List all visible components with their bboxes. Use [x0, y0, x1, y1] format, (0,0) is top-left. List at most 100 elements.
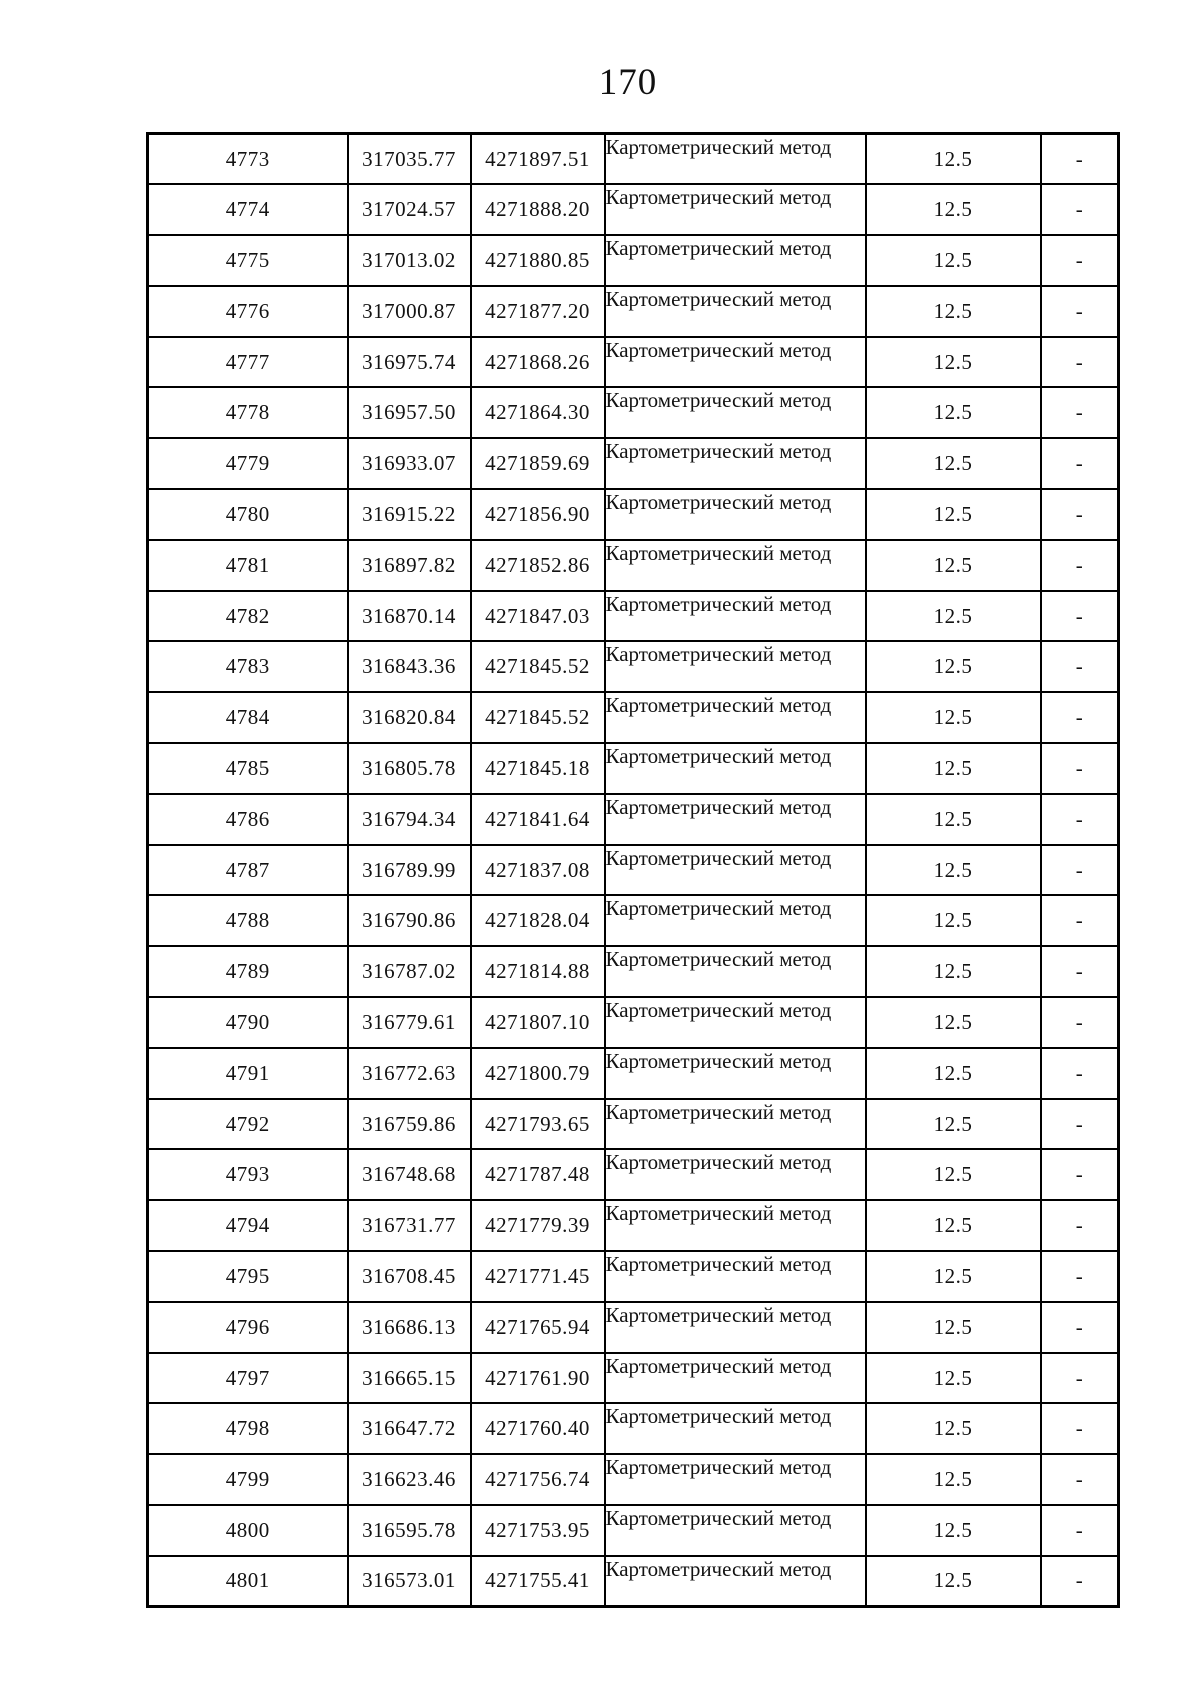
cell-coordinate-y: 4271787.48 — [469, 1148, 606, 1202]
table-row: 4788 316790.86 4271828.04 Картометрический … — [146, 894, 1120, 948]
cell-method: Картометрический метод — [603, 589, 867, 643]
table-row: 4778 316957.50 4271864.30 Картометрический … — [146, 386, 1120, 440]
cell-coordinate-y: 4271807.10 — [469, 996, 606, 1049]
cell-precision: 12.5 — [864, 335, 1042, 389]
cell-coordinate-x: 316957.50 — [346, 386, 472, 440]
cell-coordinate-y: 4271847.03 — [469, 589, 606, 643]
cell-point-number: 4799 — [146, 1453, 349, 1507]
table-row: 4787 316789.99 4271837.08 Картометрический … — [146, 843, 1120, 897]
table-row: 4774 317024.57 4271888.20 Картометрический … — [146, 183, 1120, 237]
cell-method: Картометрический метод — [603, 538, 867, 592]
cell-method: Картометрический метод — [603, 183, 867, 237]
table-row: 4799 316623.46 4271756.74 Картометрический … — [146, 1453, 1120, 1507]
table-row: 4780 316915.22 4271856.90 Картометрический … — [146, 488, 1120, 541]
cell-coordinate-y: 4271852.86 — [469, 538, 606, 592]
cell-coordinate-y: 4271841.64 — [469, 792, 606, 846]
cell-point-number: 4774 — [146, 183, 349, 237]
table-row: 4798 316647.72 4271760.40 Картометрический … — [146, 1402, 1120, 1456]
cell-coordinate-y: 4271814.88 — [469, 945, 606, 999]
cell-note: - — [1039, 843, 1120, 897]
table-row: 4794 316731.77 4271779.39 Картометрический … — [146, 1199, 1120, 1253]
cell-coordinate-x: 316790.86 — [346, 894, 472, 948]
cell-coordinate-x: 317000.87 — [346, 284, 472, 338]
cell-point-number: 4778 — [146, 386, 349, 440]
cell-point-number: 4801 — [146, 1554, 349, 1608]
cell-point-number: 4792 — [146, 1097, 349, 1151]
cell-method: Картометрический метод — [603, 1453, 867, 1507]
cell-precision: 12.5 — [864, 284, 1042, 338]
cell-precision: 12.5 — [864, 234, 1042, 287]
cell-coordinate-y: 4271864.30 — [469, 386, 606, 440]
cell-point-number: 4797 — [146, 1351, 349, 1405]
cell-method: Картометрический метод — [603, 1046, 867, 1100]
cell-point-number: 4789 — [146, 945, 349, 999]
cell-method: Картометрический метод — [603, 1300, 867, 1354]
table-row: 4783 316843.36 4271845.52 Картометрический … — [146, 640, 1120, 694]
table-row: 4795 316708.45 4271771.45 Картометрический … — [146, 1250, 1120, 1303]
cell-precision: 12.5 — [864, 1554, 1042, 1608]
cell-method: Картометрический метод — [603, 1097, 867, 1151]
cell-note: - — [1039, 894, 1120, 948]
cell-coordinate-x: 316686.13 — [346, 1300, 472, 1354]
cell-coordinate-y: 4271859.69 — [469, 437, 606, 491]
table-row: 4785 316805.78 4271845.18 Картометрический … — [146, 742, 1120, 795]
cell-method: Картометрический метод — [603, 488, 867, 541]
cell-point-number: 4783 — [146, 640, 349, 694]
cell-coordinate-y: 4271837.08 — [469, 843, 606, 897]
cell-coordinate-y: 4271845.18 — [469, 742, 606, 795]
table-row: 4793 316748.68 4271787.48 Картометрический … — [146, 1148, 1120, 1202]
table-row: 4791 316772.63 4271800.79 Картометрический … — [146, 1046, 1120, 1100]
cell-note: - — [1039, 335, 1120, 389]
cell-point-number: 4777 — [146, 335, 349, 389]
table-row: 4800 316595.78 4271753.95 Картометрический … — [146, 1504, 1120, 1557]
coordinates-table: 4773 317035.77 4271897.51 Картометрический … — [146, 132, 1120, 1609]
cell-coordinate-x: 316708.45 — [346, 1250, 472, 1303]
cell-coordinate-y: 4271765.94 — [469, 1300, 606, 1354]
table-row: 4779 316933.07 4271859.69 Картометрический … — [146, 437, 1120, 491]
cell-coordinate-x: 316897.82 — [346, 538, 472, 592]
cell-precision: 12.5 — [864, 792, 1042, 846]
cell-method: Картометрический метод — [603, 1199, 867, 1253]
cell-coordinate-x: 316805.78 — [346, 742, 472, 795]
cell-point-number: 4775 — [146, 234, 349, 287]
cell-precision: 12.5 — [864, 894, 1042, 948]
cell-precision: 12.5 — [864, 1300, 1042, 1354]
coordinates-table-body: 4773 317035.77 4271897.51 Картометрический … — [146, 132, 1120, 1608]
cell-coordinate-y: 4271793.65 — [469, 1097, 606, 1151]
cell-coordinate-x: 316731.77 — [346, 1199, 472, 1253]
cell-coordinate-x: 316933.07 — [346, 437, 472, 491]
cell-coordinate-y: 4271897.51 — [469, 132, 606, 186]
cell-method: Картометрический метод — [603, 1504, 867, 1557]
cell-precision: 12.5 — [864, 1097, 1042, 1151]
cell-note: - — [1039, 437, 1120, 491]
cell-method: Картометрический метод — [603, 132, 867, 186]
cell-note: - — [1039, 945, 1120, 999]
cell-note: - — [1039, 589, 1120, 643]
cell-coordinate-x: 316759.86 — [346, 1097, 472, 1151]
cell-method: Картометрический метод — [603, 284, 867, 338]
cell-coordinate-x: 316870.14 — [346, 589, 472, 643]
cell-note: - — [1039, 640, 1120, 694]
cell-precision: 12.5 — [864, 640, 1042, 694]
cell-coordinate-y: 4271771.45 — [469, 1250, 606, 1303]
cell-coordinate-x: 316595.78 — [346, 1504, 472, 1557]
cell-note: - — [1039, 488, 1120, 541]
table-row: 4790 316779.61 4271807.10 Картометрический … — [146, 996, 1120, 1049]
cell-precision: 12.5 — [864, 183, 1042, 237]
cell-point-number: 4782 — [146, 589, 349, 643]
table-row: 4775 317013.02 4271880.85 Картометрический … — [146, 234, 1120, 287]
cell-note: - — [1039, 1300, 1120, 1354]
cell-precision: 12.5 — [864, 1148, 1042, 1202]
cell-coordinate-y: 4271868.26 — [469, 335, 606, 389]
cell-point-number: 4791 — [146, 1046, 349, 1100]
cell-point-number: 4785 — [146, 742, 349, 795]
cell-coordinate-x: 317035.77 — [346, 132, 472, 186]
cell-note: - — [1039, 1554, 1120, 1608]
cell-note: - — [1039, 183, 1120, 237]
cell-coordinate-y: 4271845.52 — [469, 691, 606, 745]
cell-coordinate-y: 4271880.85 — [469, 234, 606, 287]
cell-point-number: 4781 — [146, 538, 349, 592]
cell-coordinate-y: 4271877.20 — [469, 284, 606, 338]
cell-point-number: 4784 — [146, 691, 349, 745]
cell-coordinate-y: 4271845.52 — [469, 640, 606, 694]
